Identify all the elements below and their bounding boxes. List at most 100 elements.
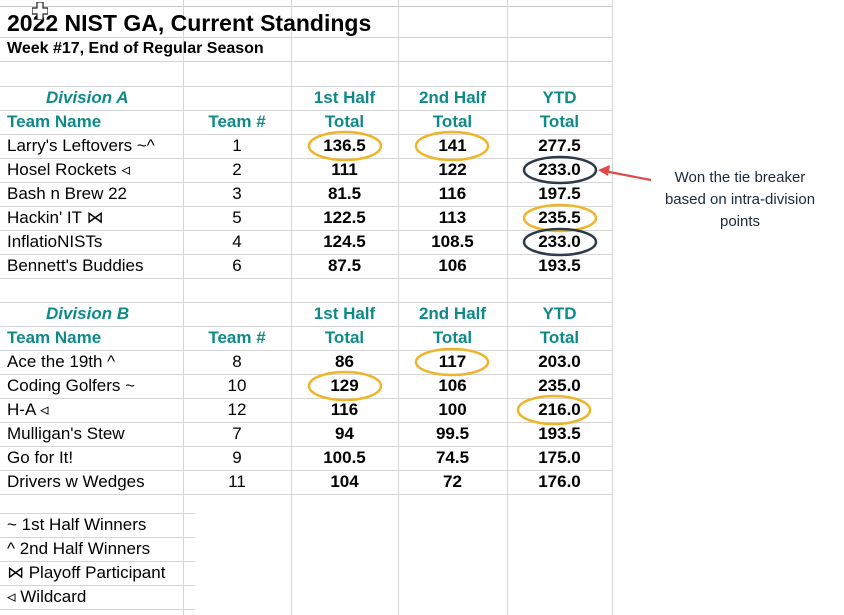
grid-line [0, 446, 612, 447]
first-half-total-cell[interactable]: 111 [331, 160, 358, 179]
legend-first-half-winners[interactable]: ~ 1st Half Winners [7, 515, 147, 534]
column-header-strip[interactable] [0, 0, 612, 7]
team-number-cell[interactable]: 10 [227, 376, 247, 395]
tie-breaker-note-line-1: Won the tie breaker [674, 169, 806, 186]
second-half-total-cell[interactable]: 106 [438, 256, 467, 275]
grid-line [0, 398, 612, 399]
grid-line [0, 513, 195, 514]
second-half-total-cell[interactable]: 108.5 [431, 232, 474, 251]
team-number-cell[interactable]: 1 [232, 136, 242, 155]
ytd-total-cell[interactable]: 277.5 [538, 136, 581, 155]
second-half-total-cell[interactable]: 117 [438, 352, 467, 371]
grid-line [183, 0, 184, 615]
team-name-cell[interactable]: Drivers w Wedges [7, 472, 145, 491]
team-number-cell[interactable]: 5 [232, 208, 242, 227]
division-a-total-2-header[interactable]: Total [432, 112, 473, 131]
team-number-cell[interactable]: 4 [232, 232, 242, 251]
grid-line [0, 350, 612, 351]
first-half-total-cell[interactable]: 129 [330, 376, 359, 395]
ytd-total-cell[interactable]: 233.0 [538, 160, 581, 179]
grid-line [0, 470, 612, 471]
grid-line [398, 0, 399, 615]
team-name-cell[interactable]: Mulligan's Stew [7, 424, 125, 443]
team-number-cell[interactable]: 2 [232, 160, 242, 179]
ytd-total-cell[interactable]: 233.0 [538, 232, 581, 251]
division-a-total-3-header[interactable]: Total [539, 112, 580, 131]
division-b-total-2-header[interactable]: Total [432, 328, 473, 347]
legend-second-half-winners[interactable]: ^ 2nd Half Winners [7, 539, 151, 558]
team-number-cell[interactable]: 9 [232, 448, 242, 467]
first-half-total-cell[interactable]: 86 [335, 352, 354, 371]
second-half-total-cell[interactable]: 74.5 [435, 448, 470, 467]
grid-line [0, 585, 195, 586]
division-a-total-1-header[interactable]: Total [324, 112, 365, 131]
division-a-1st-half-header[interactable]: 1st Half [313, 88, 376, 107]
ytd-total-cell[interactable]: 193.5 [538, 256, 581, 275]
ytd-total-cell[interactable]: 235.5 [538, 208, 581, 227]
team-name-cell[interactable]: Hackin' IT ⋈ [7, 208, 104, 227]
second-half-total-cell[interactable]: 116 [438, 184, 467, 203]
team-name-cell[interactable]: Bash n Brew 22 [7, 184, 128, 203]
first-half-total-cell[interactable]: 124.5 [323, 232, 366, 251]
team-number-cell[interactable]: 3 [232, 184, 242, 203]
second-half-total-cell[interactable]: 113 [438, 208, 467, 227]
division-b-1st-half-header[interactable]: 1st Half [313, 304, 376, 323]
team-number-cell[interactable]: 12 [227, 400, 247, 419]
spreadsheet-grid[interactable]: 2022 NIST GA, Current Standings Week #17… [0, 0, 613, 615]
sheet-subtitle[interactable]: Week #17, End of Regular Season [7, 40, 264, 57]
team-name-cell[interactable]: Coding Golfers ~ [7, 376, 136, 395]
grid-line [0, 37, 612, 38]
sheet-title[interactable]: 2022 NIST GA, Current Standings [7, 10, 372, 36]
legend-playoff-participant[interactable]: ⋈ Playoff Participant [7, 563, 166, 582]
second-half-total-cell[interactable]: 141 [438, 136, 467, 155]
first-half-total-cell[interactable]: 87.5 [327, 256, 362, 275]
team-number-cell[interactable]: 7 [232, 424, 242, 443]
first-half-total-cell[interactable]: 100.5 [323, 448, 366, 467]
second-half-total-cell[interactable]: 100 [438, 400, 467, 419]
division-b-2nd-half-header[interactable]: 2nd Half [418, 304, 487, 323]
first-half-total-cell[interactable]: 122.5 [323, 208, 366, 227]
second-half-total-cell[interactable]: 122 [438, 160, 467, 179]
first-half-total-cell[interactable]: 104 [330, 472, 359, 491]
division-a-team-number-header[interactable]: Team # [208, 112, 266, 131]
team-name-cell[interactable]: H-A ◃ [7, 400, 49, 419]
team-name-cell[interactable]: InflatioNISTs [7, 232, 103, 251]
division-b-team-name-header[interactable]: Team Name [7, 328, 102, 347]
ytd-total-cell[interactable]: 193.5 [538, 424, 581, 443]
ytd-total-cell[interactable]: 175.0 [538, 448, 581, 467]
second-half-total-cell[interactable]: 106 [438, 376, 467, 395]
legend-wildcard[interactable]: ◃ Wildcard [7, 587, 87, 606]
ytd-total-cell[interactable]: 176.0 [538, 472, 581, 491]
second-half-total-cell[interactable]: 72 [443, 472, 462, 491]
team-name-cell[interactable]: Bennett's Buddies [7, 256, 144, 275]
division-a-2nd-half-header[interactable]: 2nd Half [418, 88, 487, 107]
division-b-team-number-header[interactable]: Team # [208, 328, 266, 347]
team-number-cell[interactable]: 11 [228, 472, 246, 491]
ytd-total-cell[interactable]: 203.0 [538, 352, 581, 371]
team-number-cell[interactable]: 6 [232, 256, 242, 275]
ytd-total-cell[interactable]: 197.5 [538, 184, 581, 203]
division-a-team-name-header[interactable]: Team Name [7, 112, 102, 131]
ytd-total-cell[interactable]: 216.0 [538, 400, 581, 419]
team-number-cell[interactable]: 8 [232, 352, 242, 371]
division-b-total-3-header[interactable]: Total [539, 328, 580, 347]
first-half-total-cell[interactable]: 136.5 [323, 136, 366, 155]
grid-line [0, 494, 612, 495]
second-half-total-cell[interactable]: 99.5 [435, 424, 470, 443]
division-a-ytd-header[interactable]: YTD [542, 88, 577, 107]
division-a-name[interactable]: Division A [46, 88, 129, 107]
grid-line [0, 422, 612, 423]
team-name-cell[interactable]: Hosel Rockets ◃ [7, 160, 130, 179]
first-half-total-cell[interactable]: 81.5 [327, 184, 362, 203]
team-name-cell[interactable]: Go for It! [7, 448, 74, 467]
first-half-total-cell[interactable]: 94 [335, 424, 354, 443]
ytd-total-cell[interactable]: 235.0 [538, 376, 581, 395]
first-half-total-cell[interactable]: 116 [330, 400, 359, 419]
grid-line [0, 182, 612, 183]
division-b-total-1-header[interactable]: Total [324, 328, 365, 347]
team-name-cell[interactable]: Ace the 19th ^ [7, 352, 116, 371]
division-b-ytd-header[interactable]: YTD [542, 304, 577, 323]
grid-line [0, 609, 195, 610]
team-name-cell[interactable]: Larry's Leftovers ~^ [7, 136, 155, 155]
division-b-name[interactable]: Division B [46, 304, 130, 323]
